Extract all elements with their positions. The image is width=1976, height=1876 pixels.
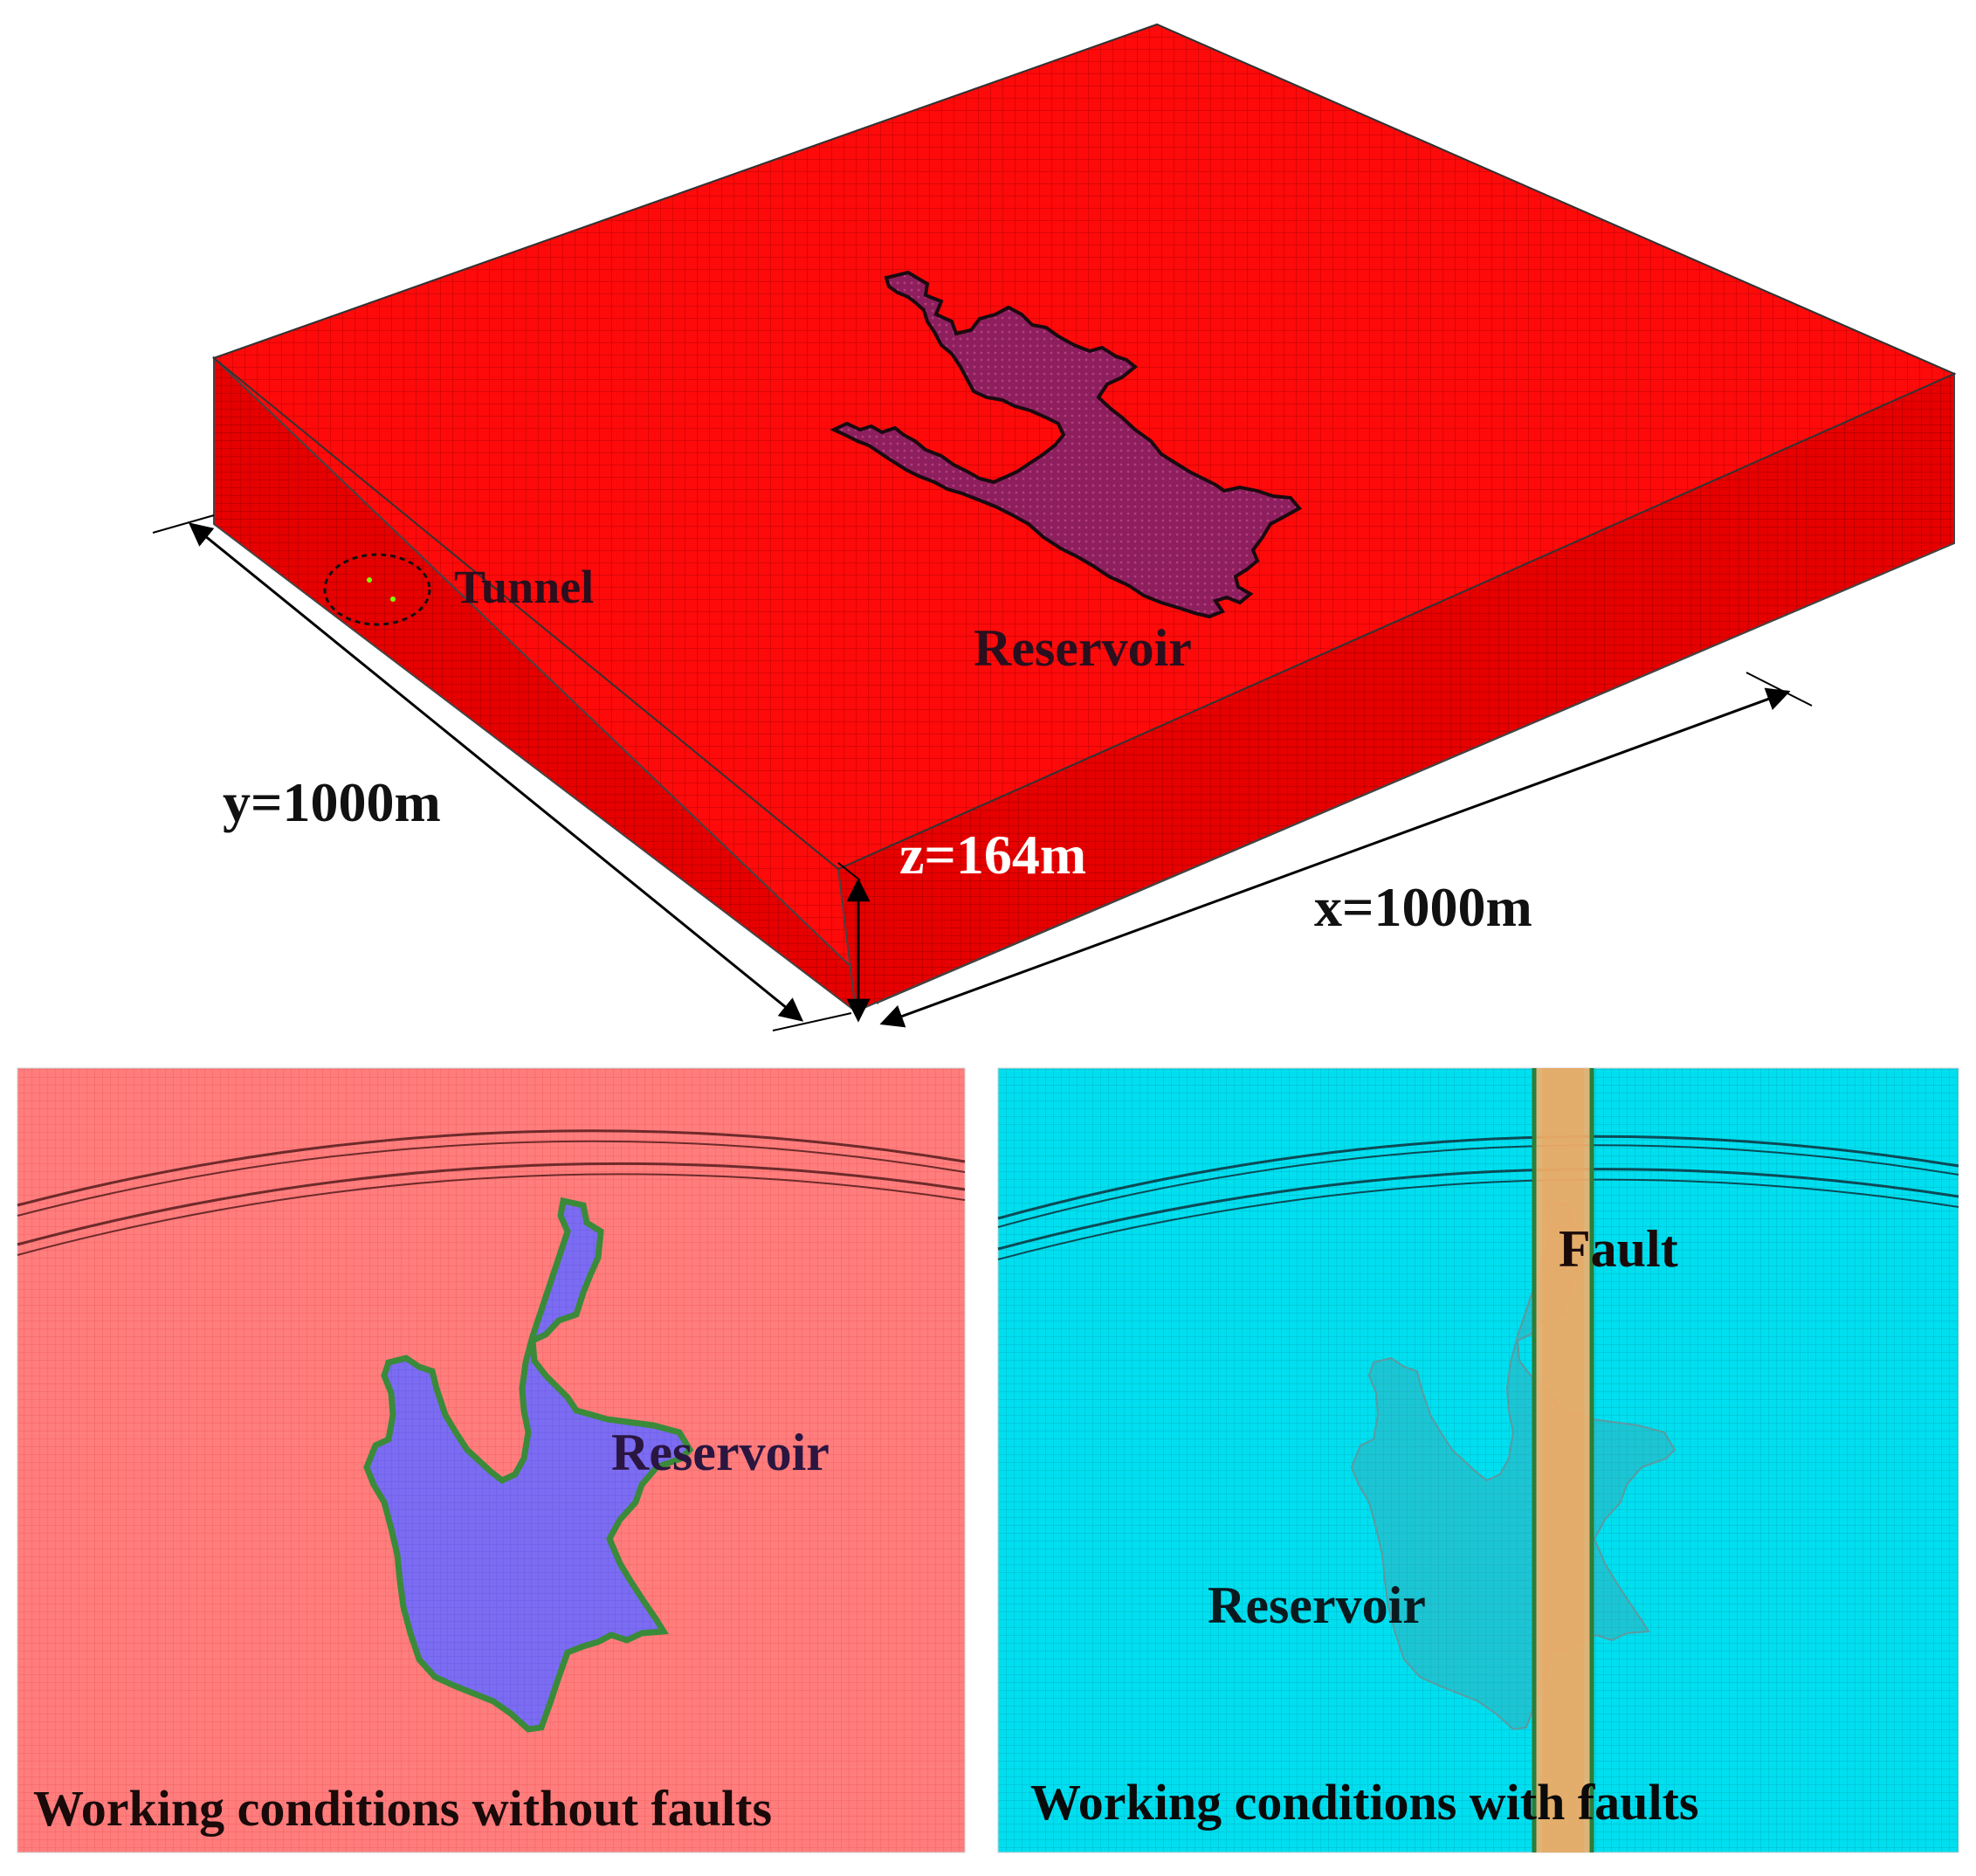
tunnel-line-right-upper-b — [997, 1144, 1959, 1228]
caption-with-faults: Working conditions with faults — [1030, 1774, 1698, 1831]
tunnel-line-left-upper — [17, 1129, 966, 1207]
reservoir-3d-shape — [830, 270, 1303, 619]
x-dimension-label: x=1000m — [1314, 876, 1532, 938]
x-dimension-arrow — [879, 687, 1791, 1028]
reservoir-left-label: Reservoir — [611, 1424, 830, 1481]
tunnel-line-left-lower — [17, 1162, 966, 1246]
tunnel-point-2 — [390, 597, 396, 602]
panel-without-faults: Reservoir Working conditions without fau… — [17, 1067, 966, 1853]
tunnel-line-right-upper — [997, 1135, 1959, 1220]
caption-without-faults: Working conditions without faults — [33, 1780, 772, 1837]
reservoir-left-shape — [363, 1197, 694, 1733]
tunnel-label: Tunnel — [454, 561, 594, 613]
fault-label: Fault — [1559, 1220, 1678, 1278]
y-dimension-arrow — [188, 522, 804, 1022]
tunnel-point-1 — [367, 577, 372, 583]
y-dimension-extension-top — [152, 514, 215, 534]
tunnel-line-left-upper-b — [17, 1140, 966, 1217]
reservoir-3d-label: Reservoir — [974, 619, 1192, 677]
x-dimension-extension-right — [1745, 672, 1813, 707]
reservoir-right-label: Reservoir — [1208, 1576, 1426, 1634]
panel-with-faults: Fault Reservoir Working conditions with … — [997, 1067, 1959, 1853]
tunnel-line-right-lower — [997, 1168, 1959, 1251]
panel-left-background — [17, 1067, 966, 1853]
y-dimension-label: y=1000m — [223, 771, 441, 833]
fault-band-inner — [1542, 1068, 1584, 1852]
tunnel-line-right-lower-b — [997, 1178, 1959, 1260]
y-dimension-extension-bottom — [772, 1012, 852, 1031]
tunnel-line-left-lower-b — [17, 1173, 966, 1256]
panel-right-background — [997, 1067, 1959, 1853]
z-dimension-extension — [837, 862, 861, 881]
z-dimension-label: z=164m — [899, 824, 1086, 886]
